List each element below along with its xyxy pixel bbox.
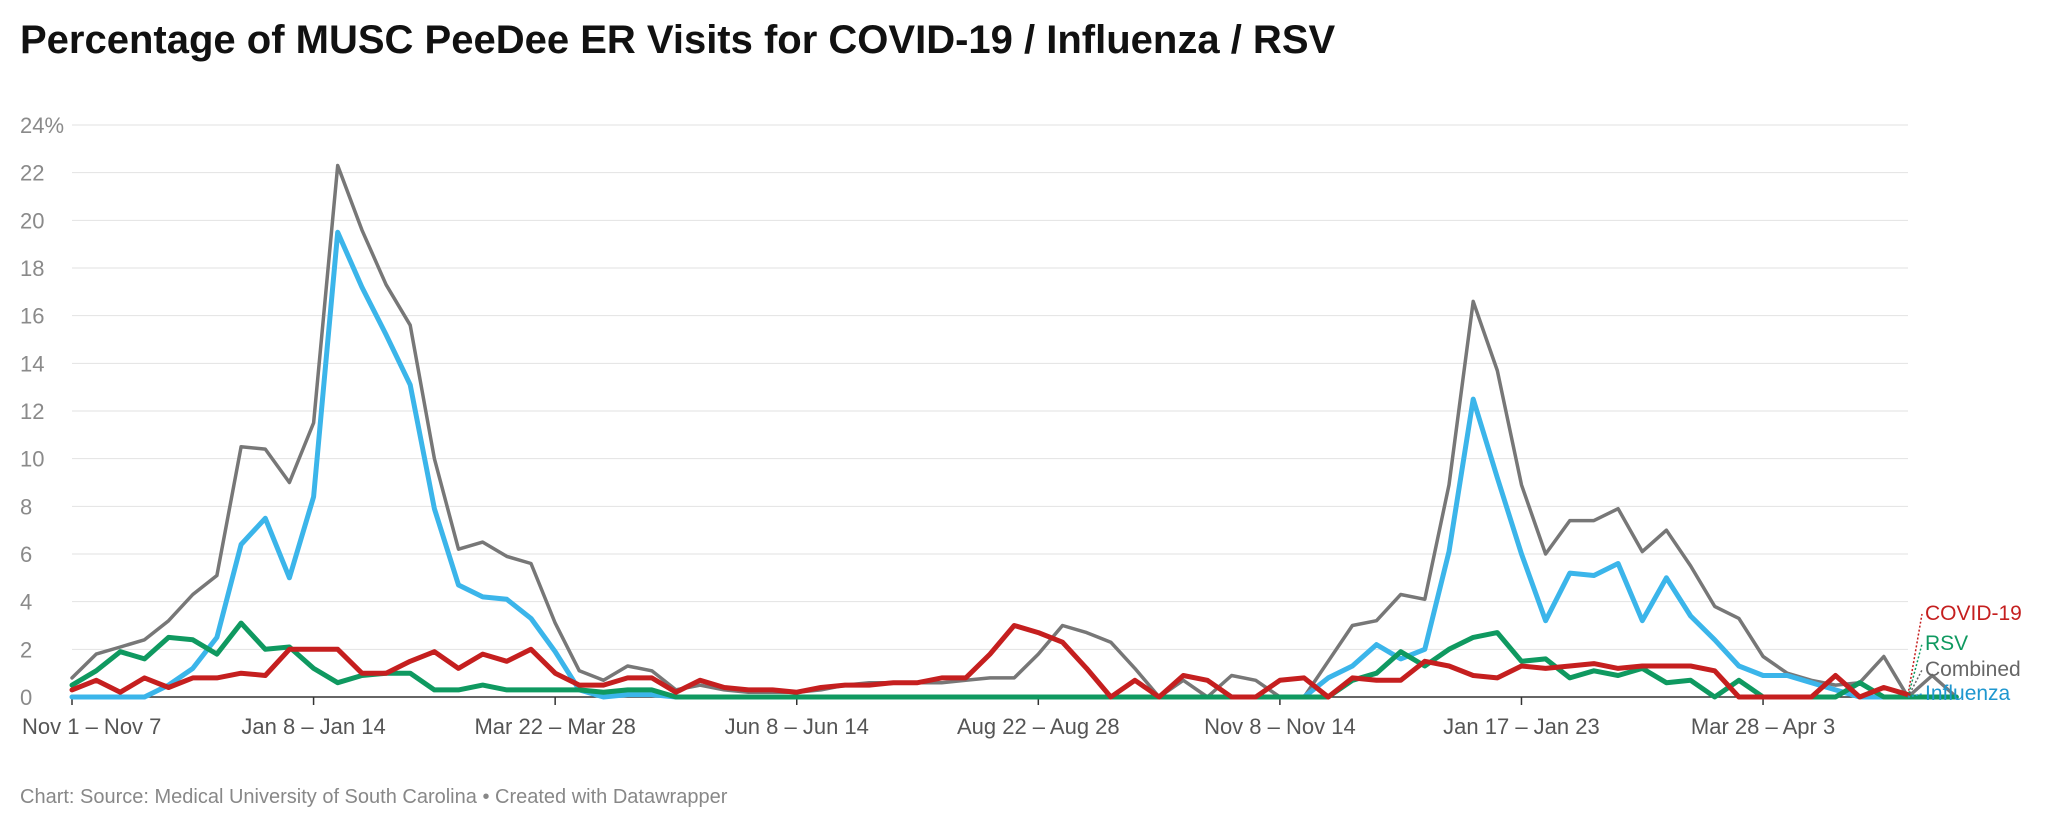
end-label-influenza: Influenza [1925, 682, 2011, 705]
footer-separator: • [482, 786, 490, 808]
datawrapper-credit: Created with Datawrapper [495, 786, 728, 808]
y-tick-label: 0 [20, 685, 32, 710]
chart-title: Percentage of MUSC PeeDee ER Visits for … [20, 18, 1336, 62]
x-tick-label: Nov 8 – Nov 14 [1204, 714, 1356, 739]
end-label-leader [1907, 613, 1923, 695]
series-line-rsv [69, 620, 1959, 700]
x-axis: Nov 1 – Nov 7 Jan 8 – Jan 14 Mar 22 – Mar … [22, 697, 1835, 739]
x-tick-label: Mar 22 – Mar 28 [474, 714, 635, 739]
y-tick-label: 14 [20, 351, 44, 376]
end-label-rsv: RSV [1925, 632, 1968, 655]
y-tick-label: 6 [20, 542, 32, 567]
y-tick-label: 22 [20, 161, 44, 186]
end-label-combined: Combined [1925, 658, 2021, 681]
series-line-covid-19 [69, 623, 1911, 700]
y-tick-label: 4 [20, 590, 32, 615]
y-tick-label: 24% [20, 113, 64, 138]
source-credit: Chart: Source: Medical University of Sou… [20, 786, 477, 808]
x-tick-label: Jun 8 – Jun 14 [725, 714, 869, 739]
y-tick-label: 8 [20, 494, 32, 519]
end-label-leader [1907, 669, 1923, 698]
y-tick-label: 2 [20, 637, 32, 662]
x-tick-label: Mar 28 – Apr 3 [1691, 714, 1835, 739]
x-tick-label: Jan 17 – Jan 23 [1443, 714, 1600, 739]
y-tick-label: 20 [20, 208, 44, 233]
y-tick-label: 12 [20, 399, 44, 424]
series-lines [69, 163, 1959, 700]
y-tick-label: 18 [20, 256, 44, 281]
x-tick-label: Nov 1 – Nov 7 [22, 714, 161, 739]
end-label-leader [1907, 643, 1923, 698]
y-tick-label: 16 [20, 304, 44, 329]
x-tick-label: Jan 8 – Jan 14 [241, 714, 385, 739]
x-tick-label: Aug 22 – Aug 28 [957, 714, 1120, 739]
gridlines: 0 2 4 6 8 10 12 14 16 18 20 22 24% [20, 113, 1908, 710]
y-tick-label: 10 [20, 447, 44, 472]
end-label-covid-19: COVID-19 [1925, 602, 2022, 625]
series-line-combined [70, 163, 1959, 699]
chart-footer: Chart: Source: Medical University of Sou… [20, 786, 727, 809]
